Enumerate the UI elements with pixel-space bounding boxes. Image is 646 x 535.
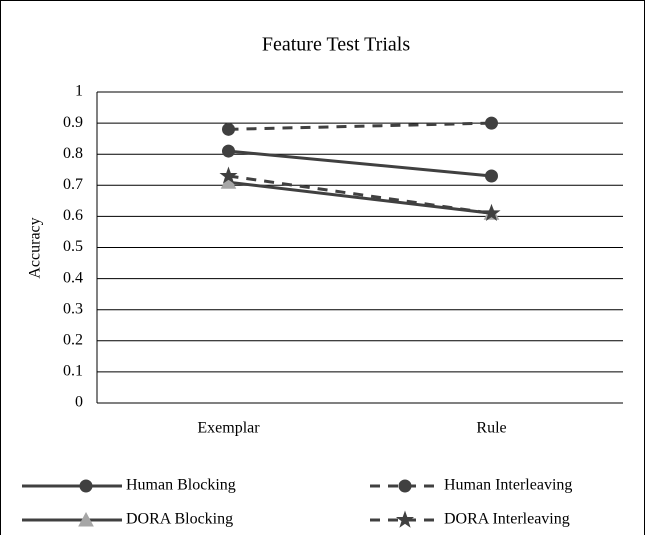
legend-marker (79, 479, 93, 493)
point-marker (222, 122, 235, 136)
legend-label: DORA Blocking (126, 511, 233, 528)
point-marker (485, 169, 498, 183)
legend-label: DORA Interleaving (444, 511, 570, 528)
series-line (228, 121, 492, 131)
legend-marker (395, 510, 415, 528)
y-tick-label: 0.8 (63, 145, 83, 162)
chart-title: Feature Test Trials (262, 34, 410, 56)
series-line (228, 174, 492, 215)
x-tick-label: Rule (476, 420, 506, 437)
y-tick-label: 0 (75, 394, 83, 411)
point-marker (222, 144, 235, 158)
y-axis-label: Accuracy (27, 217, 44, 278)
point-marker (485, 116, 498, 130)
legend-label: Human Interleaving (444, 477, 572, 494)
y-tick-label: 0.2 (63, 331, 83, 348)
legend-label: Human Blocking (126, 477, 236, 494)
y-tick-label: 0.3 (63, 300, 83, 317)
y-tick-label: 0.4 (63, 269, 83, 286)
y-tick-label: 0.9 (63, 114, 83, 131)
y-tick-label: 0.7 (63, 176, 83, 193)
y-tick-label: 0.6 (63, 207, 83, 224)
y-tick-label: 1 (75, 83, 83, 100)
legend-marker (398, 479, 412, 493)
x-tick-label: Exemplar (197, 420, 260, 437)
y-tick-label: 0.5 (63, 238, 83, 255)
legend-marker (78, 511, 94, 527)
series-line (228, 149, 492, 178)
point-marker (482, 203, 501, 222)
y-tick-label: 0.1 (63, 363, 83, 380)
point-marker (219, 166, 238, 184)
